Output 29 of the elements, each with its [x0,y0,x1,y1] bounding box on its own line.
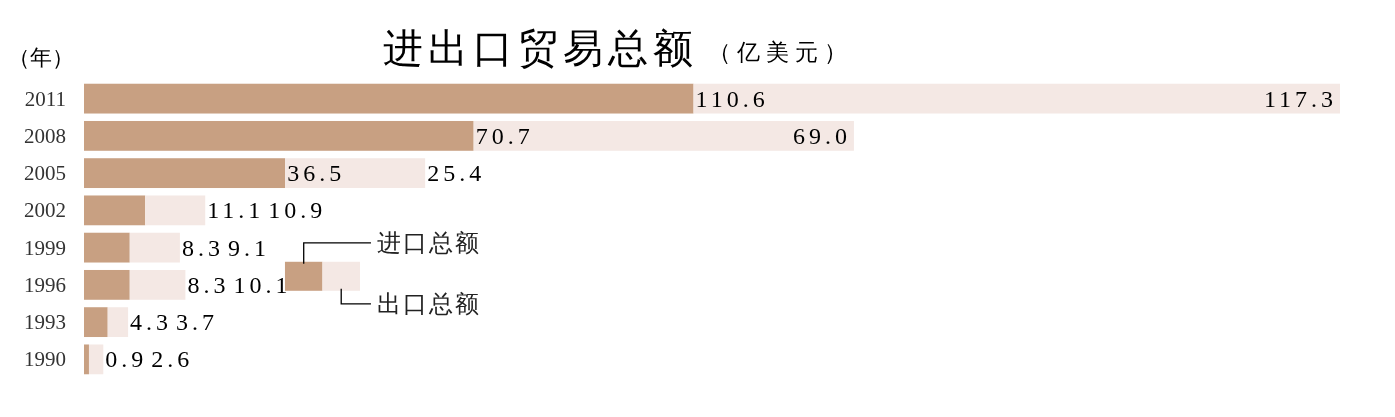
data-label: 110.6 [695,85,769,112]
data-label: 25.4 [427,160,486,187]
y-tick-label: 2008 [24,123,66,148]
legend-label: 进口总额 [376,229,481,256]
legend-label: 出口总额 [376,290,481,317]
data-label: 9.1 [227,234,270,261]
title: 进出口贸易总额 [383,25,698,71]
y-tick-label: 1993 [24,310,66,335]
y-tick-label: 2005 [24,161,66,186]
y-tick-label: 2011 [24,86,66,111]
data-label: 8.3 [181,234,224,261]
data-label: 2.6 [151,346,194,373]
data-label: 117.3 [1263,85,1337,112]
data-label: 3.7 [176,309,219,336]
data-label: 11.1 [207,197,265,224]
data-label: 0.9 [105,346,148,373]
data-label: 36.5 [287,160,346,187]
y-tick-label: 1999 [24,235,66,260]
y-tick-label: 1990 [24,347,66,372]
data-label: 10.9 [268,197,327,224]
data-label: 69.0 [792,122,851,149]
data-label: 70.7 [475,122,534,149]
subtitle: （亿美元） [708,39,853,65]
data-label: 8.3 [187,271,230,298]
y-tick-label: 2002 [24,198,66,223]
y-tick-label: 1996 [24,272,66,297]
data-label: 10.1 [233,271,292,298]
ylabel: （年） [8,44,74,70]
data-label: 4.3 [130,309,173,336]
